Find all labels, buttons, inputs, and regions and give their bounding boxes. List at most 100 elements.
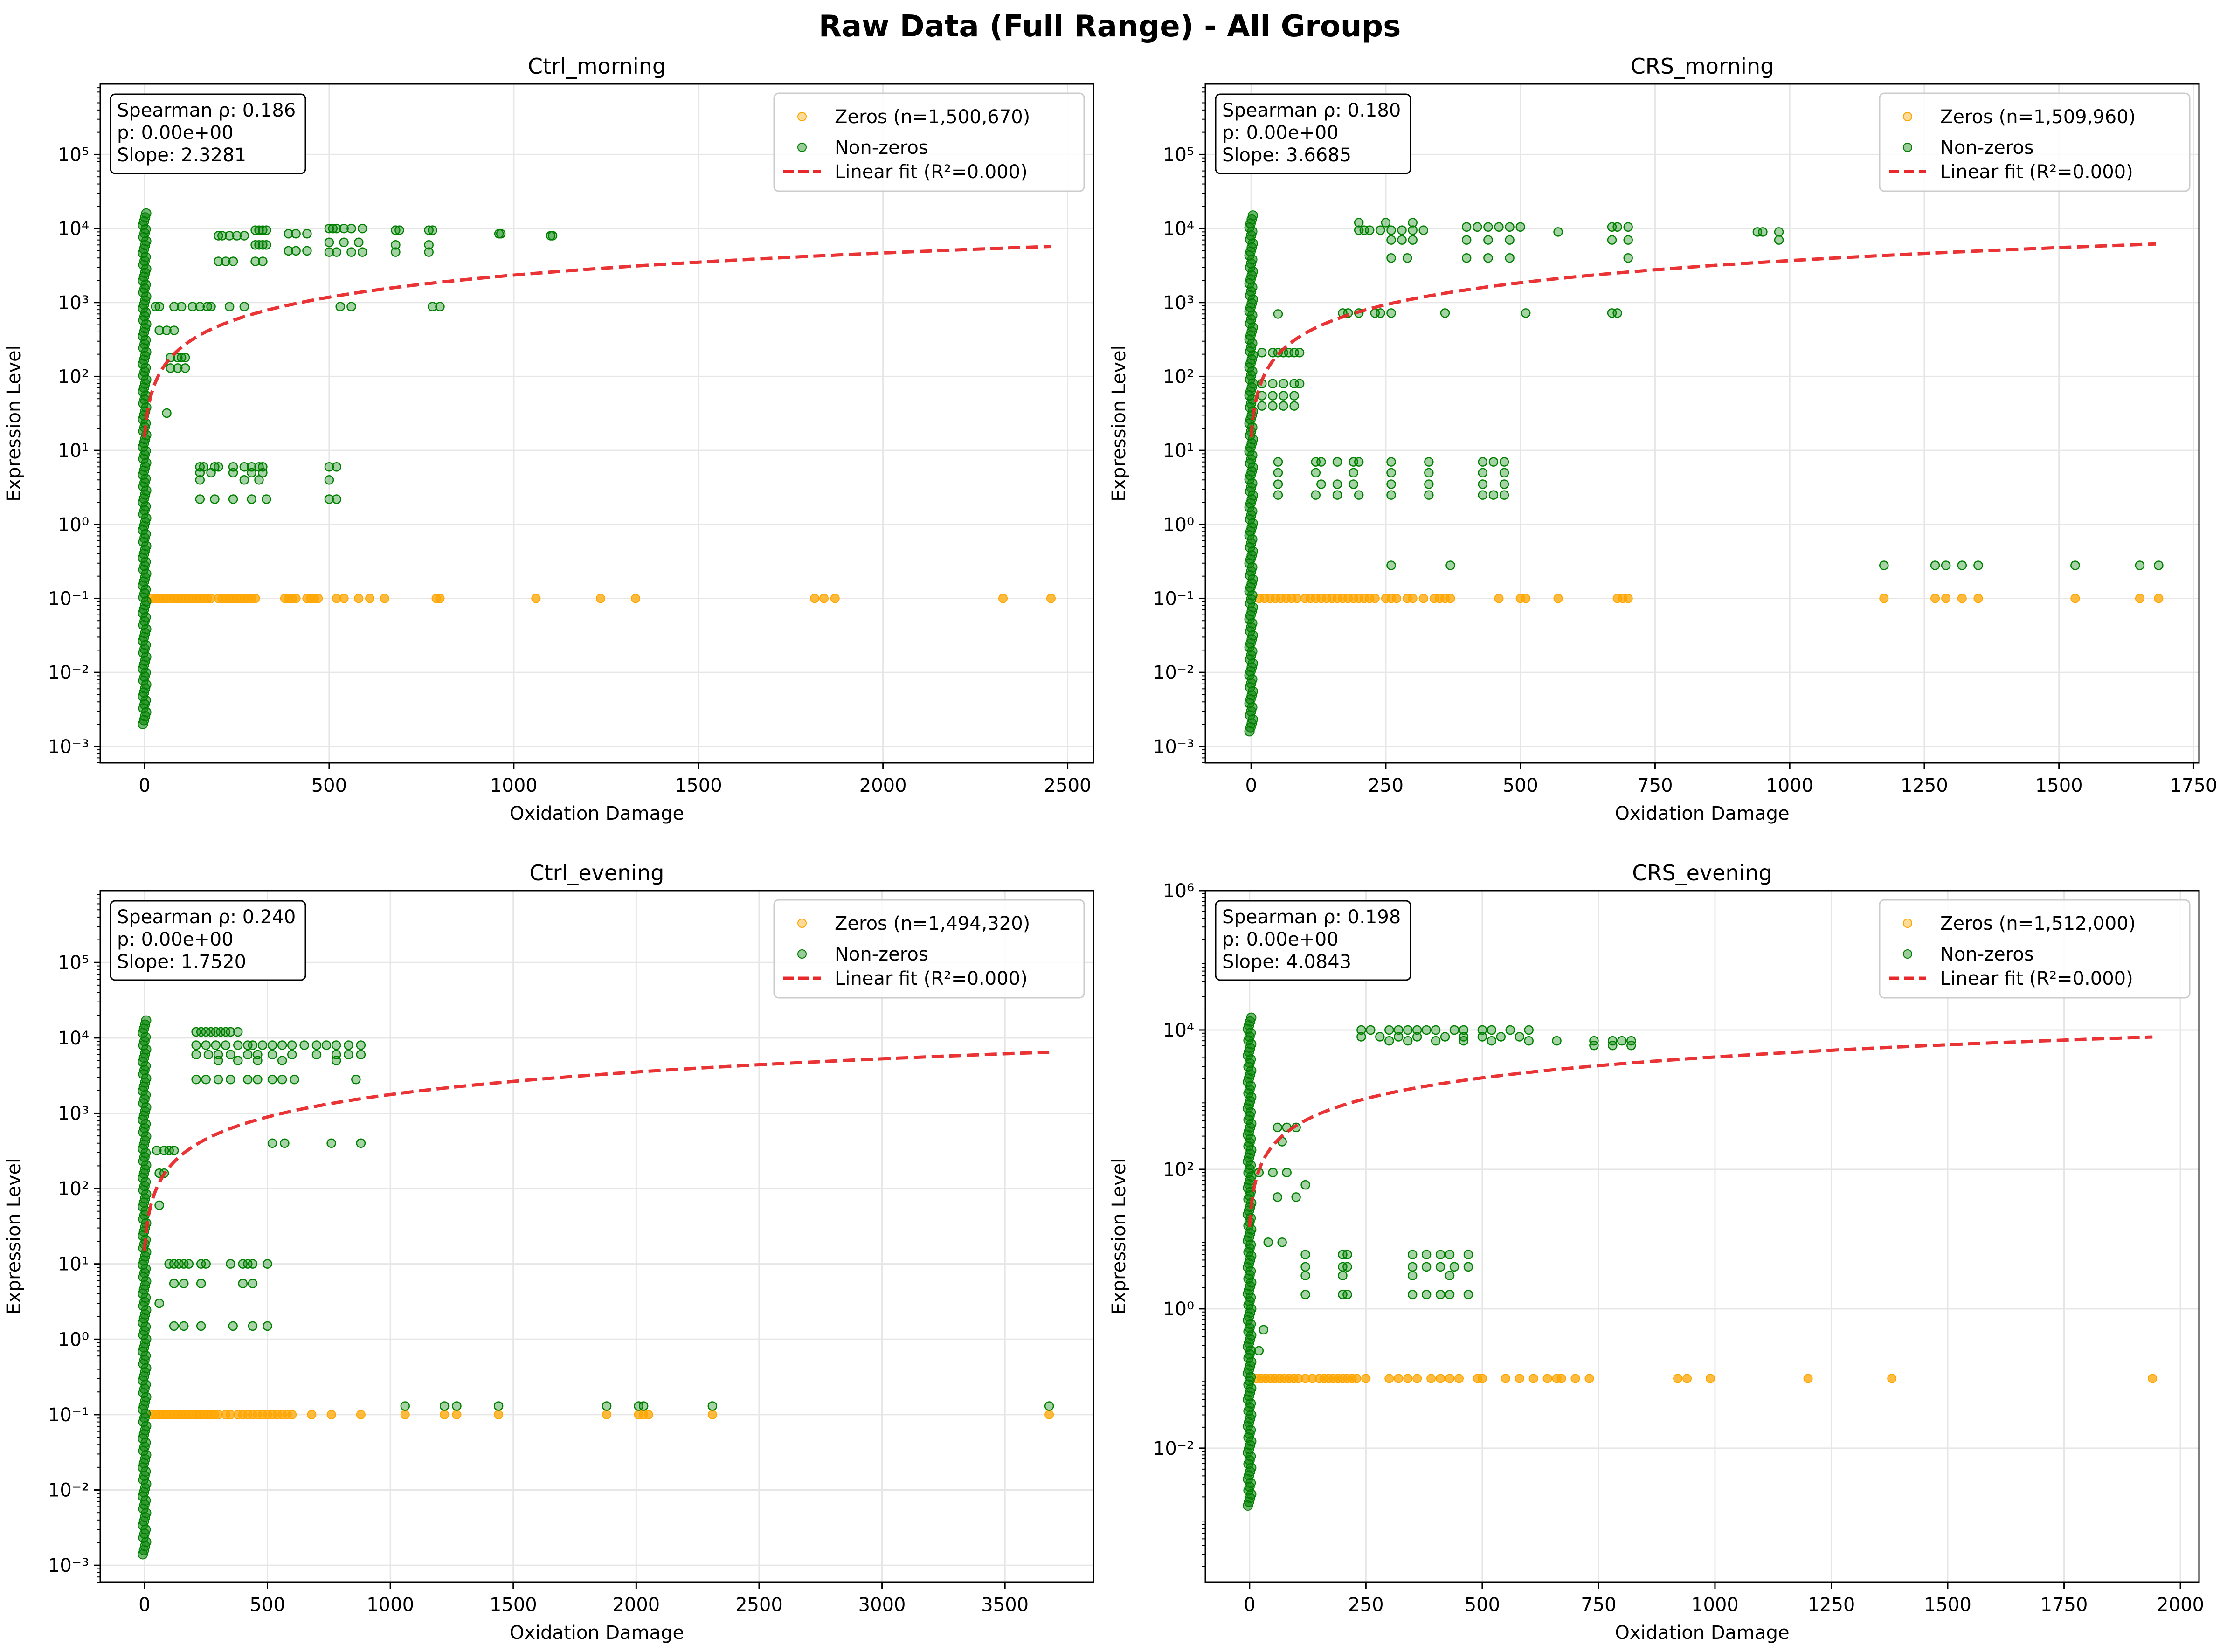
nonzeros-point: [1332, 457, 1342, 467]
nonzeros-point: [1494, 222, 1504, 232]
nonzeros-point: [238, 1279, 248, 1288]
nonzeros-point: [1375, 1032, 1385, 1042]
nonzeros-point: [324, 475, 334, 485]
nonzeros-point: [302, 229, 312, 239]
nonzeros-point: [1273, 1122, 1282, 1133]
plot-area: [1244, 210, 2164, 737]
zeros-point: [313, 594, 323, 603]
nonzeros-point: [262, 494, 271, 504]
x-axis: 0 500 1000 1500 2000 2500 3000 3500: [138, 1582, 1029, 1616]
legend-zeros-marker: [797, 919, 807, 928]
nonzeros-point: [164, 1259, 174, 1269]
zeros-point: [1941, 594, 1951, 603]
zeros-point: [1412, 1374, 1422, 1383]
nonzeros-point: [1463, 1250, 1473, 1259]
grid: [1205, 84, 2199, 763]
stats-line: Spearman ρ: 0.186: [117, 100, 296, 121]
nonzeros-point: [152, 1146, 162, 1155]
x-axis-label: Oxidation Damage: [510, 803, 684, 824]
nonzeros-point: [302, 246, 312, 256]
nonzeros-point: [1273, 468, 1283, 478]
nonzeros-point: [233, 1040, 243, 1050]
y-tick-label: 10⁻²: [1153, 1438, 1194, 1459]
nonzeros-point: [203, 1050, 214, 1059]
nonzeros-series: [138, 1015, 1054, 1560]
nonzeros-point: [248, 1279, 258, 1288]
zeros-point: [1445, 594, 1455, 603]
nonzeros-point: [1332, 479, 1342, 489]
legend-label: Zeros (n=1,509,960): [1940, 106, 2136, 128]
nonzeros-point: [211, 1040, 221, 1050]
nonzeros-point: [1300, 1250, 1310, 1259]
x-tick-label: 1750: [2040, 1594, 2088, 1616]
nonzeros-point: [258, 256, 268, 266]
nonzeros-point: [187, 302, 198, 311]
nonzeros-point: [1386, 468, 1396, 478]
nonzeros-point: [180, 353, 190, 363]
nonzeros-point: [335, 302, 345, 311]
nonzeros-point: [638, 1401, 649, 1411]
y-axis: 10⁻³ 10⁻² 10⁻¹ 10⁰ 10¹ 10² 10³ 10⁴ 10⁵: [48, 87, 100, 763]
legend-nonzeros-marker: [1903, 949, 1912, 959]
nonzeros-point: [287, 1040, 297, 1050]
nonzeros-point: [1342, 1250, 1352, 1259]
legend-nonzeros-marker: [797, 143, 807, 152]
y-tick-label: 10¹: [58, 440, 89, 462]
nonzeros-point: [356, 1138, 366, 1148]
zeros-point: [1044, 1410, 1054, 1419]
axes-frame: [99, 83, 1094, 764]
nonzeros-point: [1461, 235, 1472, 245]
nonzeros-point: [201, 1074, 211, 1085]
zeros-point: [339, 594, 349, 603]
nonzeros-point: [228, 494, 238, 504]
zeros-point: [1408, 594, 1418, 603]
y-tick-label: 10⁵: [1163, 144, 1194, 166]
nonzeros-point: [1478, 479, 1488, 489]
nonzeros-point: [1424, 490, 1434, 500]
nonzeros-point: [1473, 222, 1482, 232]
nonzeros-point: [173, 363, 183, 373]
nonzeros-point: [290, 1074, 299, 1085]
nonzeros-point: [339, 237, 349, 248]
nonzeros-point: [1879, 560, 1889, 570]
zeros-point: [1957, 594, 1967, 603]
zeros-point: [287, 1410, 297, 1419]
nonzeros-point: [1259, 1325, 1269, 1335]
nonzeros-point: [195, 468, 205, 478]
nonzeros-point: [1273, 490, 1283, 500]
nonzeros-point: [356, 1040, 366, 1050]
nonzeros-point: [1407, 1250, 1418, 1259]
nonzeros-stack-point: [141, 208, 152, 219]
y-tick-label: 10⁻¹: [48, 588, 89, 609]
nonzeros-point: [1273, 457, 1283, 467]
nonzeros-point: [493, 1401, 504, 1411]
nonzeros-point: [424, 240, 434, 250]
zeros-point: [810, 594, 820, 603]
nonzeros-point: [191, 1074, 201, 1085]
y-tick-label: 10⁶: [1163, 880, 1194, 902]
nonzeros-point: [206, 468, 216, 478]
x-tick-label: 750: [1637, 775, 1673, 796]
nonzeros-point: [1408, 218, 1418, 228]
nonzeros-point: [452, 1401, 462, 1411]
subplot-ctrl-evening: 0 500 1000 1500 2000 2500 3000 3500 10⁻³ 10⁻² 10⁻¹…: [3, 860, 1094, 1644]
nonzeros-point: [1463, 1290, 1473, 1299]
nonzeros-point: [1440, 1032, 1450, 1042]
nonzeros-point: [1393, 1025, 1404, 1035]
x-tick-label: 500: [311, 775, 347, 796]
y-tick-label: 10²: [1163, 366, 1194, 387]
y-tick-label: 10⁻²: [48, 1480, 89, 1501]
y-tick-label: 10⁻²: [48, 662, 89, 684]
nonzeros-point: [1257, 348, 1267, 358]
nonzeros-point: [228, 256, 238, 266]
nonzeros-point: [280, 1138, 290, 1148]
zeros-point: [1528, 1374, 1538, 1383]
nonzeros-point: [1277, 1237, 1287, 1247]
stats-box-frame: [1215, 93, 1411, 174]
stats-line: Spearman ρ: 0.180: [1222, 100, 1401, 121]
nonzeros-point: [214, 462, 223, 472]
y-tick-label: 10²: [58, 366, 89, 387]
